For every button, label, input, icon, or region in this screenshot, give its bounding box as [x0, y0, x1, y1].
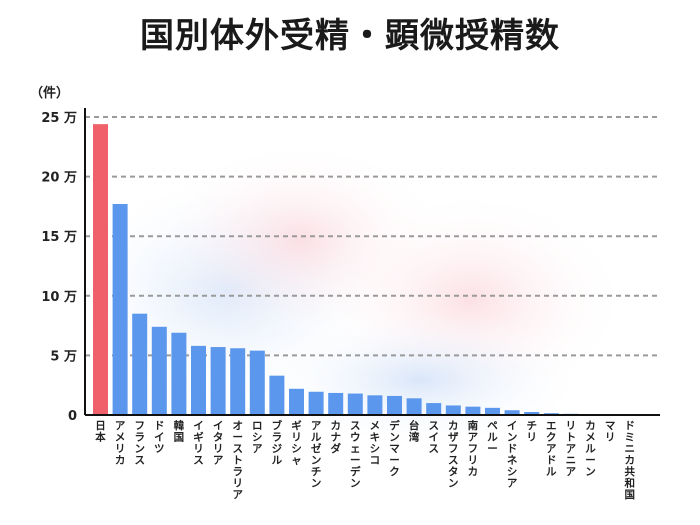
y-axis-unit-label: （件）: [30, 85, 69, 101]
x-tick-label: フランス: [134, 420, 145, 467]
bar-デンマーク: [387, 395, 402, 415]
x-tick-labels: 日本アメリカフランスドイツ韓国イギリスイタリアオーストラリアロシアブラジルギリシ…: [95, 419, 635, 501]
bar-メキシコ: [367, 395, 383, 415]
bar-ギリシャ: [289, 388, 304, 415]
y-tick-labels: 0 5 万 10 万 15 万 20 万 25 万: [41, 111, 77, 424]
bar-ペルー: [485, 407, 500, 415]
bar-ドイツ: [151, 326, 167, 415]
x-tick-label: エクアドル: [546, 420, 557, 478]
bar-ブラジル: [269, 375, 285, 415]
y-tick-label: 10 万: [41, 290, 77, 305]
y-tick-label: 5 万: [50, 349, 77, 364]
x-tick-label: スイス: [428, 420, 439, 455]
bars: [93, 124, 638, 416]
bar-スウェーデン: [347, 393, 363, 415]
x-tick-label: インドネシア: [507, 420, 518, 490]
y-tick-label: 25 万: [41, 111, 77, 126]
x-tick-label: 台湾: [409, 419, 420, 444]
x-tick-label: ペルー: [487, 420, 498, 455]
bar-アルゼンチン: [308, 391, 324, 415]
x-tick-label: アルゼンチン: [311, 420, 322, 490]
x-tick-label: イタリア: [213, 420, 224, 467]
x-tick-label: メキシコ: [370, 420, 381, 467]
bar-インドネシア: [504, 410, 520, 415]
grid-lines: [85, 116, 660, 357]
x-tick-label: マリ: [605, 420, 616, 444]
bar-イギリス: [191, 345, 206, 415]
bar-オーストラリア: [230, 348, 246, 415]
bar-台湾: [406, 398, 422, 415]
x-tick-label: リトアニア: [566, 420, 577, 478]
x-tick-label: チリ: [526, 420, 537, 444]
x-tick-label: スウェーデン: [350, 420, 361, 490]
bar-アメリカ: [112, 204, 128, 415]
x-tick-label: ブラジル: [272, 419, 283, 467]
bar-イタリア: [210, 347, 226, 415]
y-tick-label: 20 万: [41, 171, 77, 186]
y-tick-label: 0: [68, 409, 77, 424]
bar-カザフスタン: [445, 405, 461, 415]
x-tick-label: ドミニカ共和国: [623, 420, 635, 501]
bar-スイス: [426, 403, 442, 415]
x-tick-label: イギリス: [193, 420, 204, 467]
x-tick-label: カナダ: [330, 420, 341, 455]
bar-フランス: [132, 313, 148, 415]
x-tick-label: カメルーン: [585, 420, 596, 478]
x-tick-label: ギリシャ: [291, 419, 302, 467]
x-tick-label: アメリカ: [115, 420, 126, 467]
chart-title: 国別体外受精・顕微授精数: [140, 16, 560, 56]
bar-南アフリカ: [465, 406, 481, 415]
bar-チリ: [524, 412, 540, 415]
bar-カナダ: [328, 392, 344, 415]
bar-日本: [93, 124, 108, 415]
x-tick-label: 南アフリカ: [468, 419, 479, 478]
x-tick-label: デンマーク: [389, 419, 400, 478]
x-tick-label: 韓国: [174, 419, 185, 444]
x-tick-label: カザフスタン: [448, 420, 459, 490]
bar-韓国: [171, 332, 187, 415]
x-tick-label: ドイツ: [154, 420, 165, 455]
y-tick-label: 15 万: [41, 230, 77, 245]
x-tick-label: オーストラリア: [232, 420, 243, 501]
bar-ロシア: [249, 350, 265, 415]
x-tick-label: 日本: [95, 420, 106, 444]
x-tick-label: ロシア: [252, 420, 263, 455]
